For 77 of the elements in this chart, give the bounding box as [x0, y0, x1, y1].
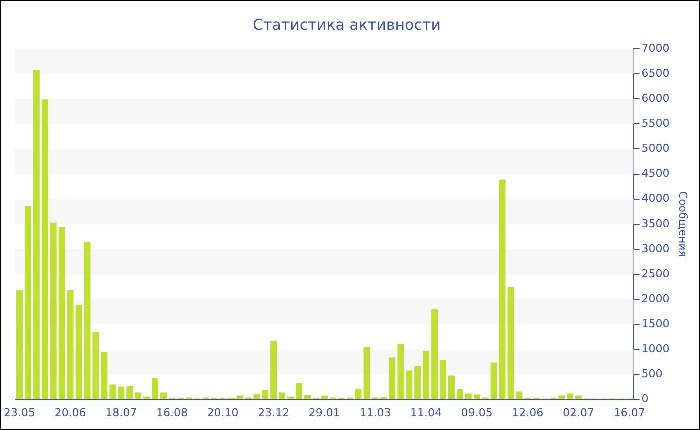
chart-title: Статистика активности — [253, 16, 441, 34]
bar — [118, 386, 125, 400]
x-tick-label: 12.06 — [512, 406, 544, 420]
bar — [92, 332, 100, 400]
bar — [321, 396, 328, 400]
y-tick-label: 6500 — [642, 66, 670, 80]
bar — [432, 310, 438, 400]
bar — [465, 394, 472, 400]
bar — [567, 394, 574, 400]
bar — [576, 396, 582, 400]
bar — [406, 370, 413, 400]
bar — [110, 384, 116, 400]
bar — [126, 386, 134, 400]
x-tick-label: 23.05 — [4, 406, 36, 420]
y-tick-label: 0 — [642, 392, 649, 406]
y-tick-label: 2000 — [642, 292, 670, 306]
bar — [42, 100, 48, 400]
bar — [135, 392, 142, 400]
bar — [160, 392, 167, 400]
y-tick-label: 5000 — [642, 142, 670, 156]
bar — [516, 392, 523, 400]
bar — [58, 227, 66, 400]
x-tick-label: 02.07 — [563, 406, 594, 420]
bar — [84, 242, 91, 400]
bar — [355, 389, 362, 400]
bar — [152, 378, 158, 400]
bar — [50, 222, 57, 400]
y-tick-label: 1000 — [642, 342, 670, 356]
bar — [558, 396, 566, 400]
y-tick-label: 500 — [642, 368, 663, 381]
y-tick-label: 4000 — [642, 192, 670, 206]
bar — [389, 358, 396, 400]
bar — [414, 366, 422, 400]
bar — [262, 390, 269, 400]
y-tick-label: 2500 — [642, 267, 670, 280]
bar — [279, 392, 286, 400]
bar — [364, 347, 370, 400]
y-tick-label: 7000 — [642, 42, 670, 55]
x-tick-label: 09.05 — [461, 406, 493, 420]
bar — [456, 389, 464, 400]
bar — [440, 360, 446, 400]
x-tick-label: 18.07 — [106, 406, 138, 420]
bar — [76, 305, 82, 400]
bar — [448, 376, 455, 400]
bar — [490, 362, 498, 400]
bar — [474, 394, 480, 400]
x-tick-label: 11.03 — [360, 406, 392, 420]
bar — [499, 180, 506, 400]
bar — [296, 383, 302, 400]
bar — [101, 352, 108, 400]
bar — [67, 290, 74, 400]
bar — [270, 341, 278, 400]
bar — [254, 394, 260, 400]
bar — [508, 288, 514, 400]
x-tick-label: 20.10 — [207, 406, 239, 420]
bar — [16, 290, 23, 400]
bar — [423, 351, 430, 400]
bar — [33, 70, 40, 400]
bar — [288, 396, 294, 400]
x-tick-label: 23.12 — [258, 406, 290, 420]
y-tick-label: 4500 — [642, 167, 670, 180]
x-tick-label: 20.06 — [54, 406, 86, 420]
y-tick-label: 3000 — [642, 242, 670, 256]
bar — [304, 395, 311, 400]
bar — [398, 344, 404, 400]
y-tick-label: 1500 — [642, 317, 670, 330]
y-tick-label: 3500 — [642, 217, 670, 230]
x-tick-label: 16.08 — [156, 406, 188, 420]
y-axis-title: Сообщения — [676, 191, 690, 258]
bar — [236, 396, 244, 400]
bar — [24, 206, 32, 400]
y-tick-label: 6000 — [642, 92, 670, 105]
x-tick-label: 11.04 — [410, 406, 442, 420]
x-tick-label: 29.01 — [308, 406, 340, 420]
x-tick-label: 16.07 — [614, 406, 646, 420]
y-tick-label: 5500 — [642, 117, 670, 130]
bar — [144, 396, 150, 400]
